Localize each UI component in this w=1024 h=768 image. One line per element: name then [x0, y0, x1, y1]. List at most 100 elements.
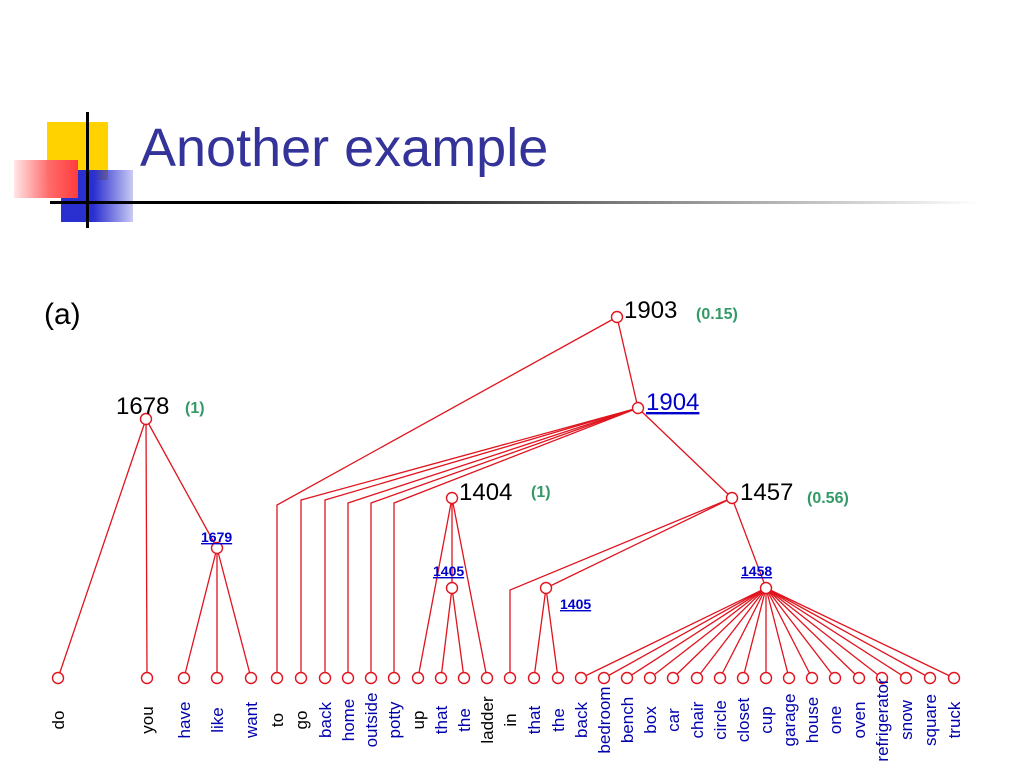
- leaf-circle-bedroom[interactable]: [597, 671, 611, 685]
- node-circle-1903[interactable]: [610, 310, 624, 324]
- node-label-1678: 1678: [116, 393, 169, 420]
- leaf-label-house: house: [803, 697, 822, 743]
- leaf-circle-go[interactable]: [294, 671, 308, 685]
- leaf-circle-truck[interactable]: [947, 671, 961, 685]
- leaf-circle-up[interactable]: [411, 671, 425, 685]
- leaf-label-box: box: [641, 706, 660, 734]
- leaf-circle-box[interactable]: [643, 671, 657, 685]
- leaf-circle-have[interactable]: [177, 671, 191, 685]
- tree-edge: [216, 547, 252, 679]
- node-group: [51, 310, 961, 685]
- leaf-circle-circle[interactable]: [713, 671, 727, 685]
- leaf-circle-like[interactable]: [210, 671, 224, 685]
- node-circle-1457[interactable]: [725, 491, 739, 505]
- node-circle-1678[interactable]: [139, 412, 153, 426]
- tree-edge: [276, 316, 618, 678]
- leaf-circle-to[interactable]: [270, 671, 284, 685]
- leaf-circle-one[interactable]: [828, 671, 842, 685]
- leaf-circle-home[interactable]: [341, 671, 355, 685]
- leaf-label-group: do you have like want to go back home outside pott…: [49, 678, 964, 761]
- leaf-circle-refrigerator[interactable]: [875, 671, 889, 685]
- leaf-circle-the2[interactable]: [551, 671, 565, 685]
- slide-title: Another example: [140, 118, 549, 178]
- tree-edge: [637, 407, 733, 499]
- leaf-circle-in[interactable]: [503, 671, 517, 685]
- leaf-label-you: you: [138, 706, 157, 733]
- tree-edge: [672, 587, 767, 679]
- leaf-label-the2: the: [549, 708, 568, 732]
- leaf-label-cup: cup: [757, 706, 776, 733]
- node-label-1404: 1404: [459, 479, 512, 506]
- leaf-circle-square[interactable]: [923, 671, 937, 685]
- tree-edge: [765, 587, 931, 679]
- node-probability-1404: (1): [531, 484, 551, 501]
- edge-group: [57, 316, 955, 679]
- tree-edge: [300, 407, 639, 678]
- node-label-1904[interactable]: 1904: [646, 389, 699, 416]
- leaf-circle-that1[interactable]: [434, 671, 448, 685]
- node-label-1405[interactable]: 1405: [560, 596, 591, 612]
- node-circle-1679[interactable]: [210, 541, 224, 555]
- tree-edge: [626, 587, 767, 679]
- leaf-circle-car[interactable]: [666, 671, 680, 685]
- tree-edge: [370, 407, 639, 678]
- node-circle-1404[interactable]: [445, 491, 459, 505]
- leaf-circle-the1[interactable]: [457, 671, 471, 685]
- tree-edge: [742, 587, 767, 679]
- leaf-circle-snow[interactable]: [899, 671, 913, 685]
- leaf-circle-potty[interactable]: [387, 671, 401, 685]
- tree-edge: [145, 418, 148, 679]
- leaf-circle-do[interactable]: [51, 671, 65, 685]
- tree-edge: [509, 497, 733, 678]
- figure-label: (a): [44, 298, 81, 331]
- node-circle-1405b[interactable]: [539, 581, 553, 595]
- node-label-1903: 1903: [624, 297, 677, 324]
- node-label-1405[interactable]: 1405: [433, 563, 464, 579]
- tree-edge: [616, 316, 639, 409]
- leaf-circle-ladder[interactable]: [480, 671, 494, 685]
- node-probability-1457: (0.56): [807, 490, 849, 507]
- leaf-circle-that2[interactable]: [527, 671, 541, 685]
- tree-edge: [731, 497, 767, 589]
- leaf-circle-outside[interactable]: [364, 671, 378, 685]
- leaf-label-like: like: [208, 707, 227, 733]
- leaf-circle-want[interactable]: [244, 671, 258, 685]
- tree-edge: [765, 587, 813, 679]
- leaf-circle-chair[interactable]: [690, 671, 704, 685]
- leaf-circle-back1[interactable]: [318, 671, 332, 685]
- node-circle-1405a[interactable]: [445, 581, 459, 595]
- leaf-label-back2: back: [572, 702, 591, 738]
- node-label-1679[interactable]: 1679: [201, 529, 232, 545]
- tree-edge: [417, 497, 453, 679]
- node-label-1457: 1457: [740, 479, 793, 506]
- leaf-label-bedroom: bedroom: [595, 686, 614, 753]
- tree-edge: [440, 587, 453, 679]
- node-circle-1904[interactable]: [631, 401, 645, 415]
- leaf-circle-you[interactable]: [140, 671, 154, 685]
- leaf-label-square: square: [921, 694, 940, 746]
- leaf-circle-bench[interactable]: [620, 671, 634, 685]
- leaf-label-car: car: [664, 708, 683, 732]
- leaf-label-back1: back: [316, 702, 335, 738]
- node-circle-1458[interactable]: [759, 581, 773, 595]
- leaf-circle-garage[interactable]: [782, 671, 796, 685]
- tree-edge: [324, 407, 639, 678]
- leaf-circle-closet[interactable]: [736, 671, 750, 685]
- tree-edge: [145, 418, 218, 549]
- tree-edge: [545, 587, 559, 679]
- leaf-circle-oven[interactable]: [852, 671, 866, 685]
- leaf-label-home: home: [339, 699, 358, 742]
- node-label-1458[interactable]: 1458: [741, 563, 772, 579]
- tree-edge: [696, 587, 767, 679]
- leaf-label-one: one: [826, 706, 845, 734]
- decor-red-square: [14, 160, 78, 198]
- tree-edge: [451, 497, 488, 679]
- leaf-label-want: want: [242, 702, 261, 739]
- leaf-circle-back2[interactable]: [574, 671, 588, 685]
- leaf-circle-cup[interactable]: [759, 671, 773, 685]
- leaf-circle-house[interactable]: [805, 671, 819, 685]
- tree-edge: [719, 587, 767, 679]
- leaf-label-truck: truck: [945, 701, 964, 738]
- leaf-label-that1: that: [432, 706, 451, 735]
